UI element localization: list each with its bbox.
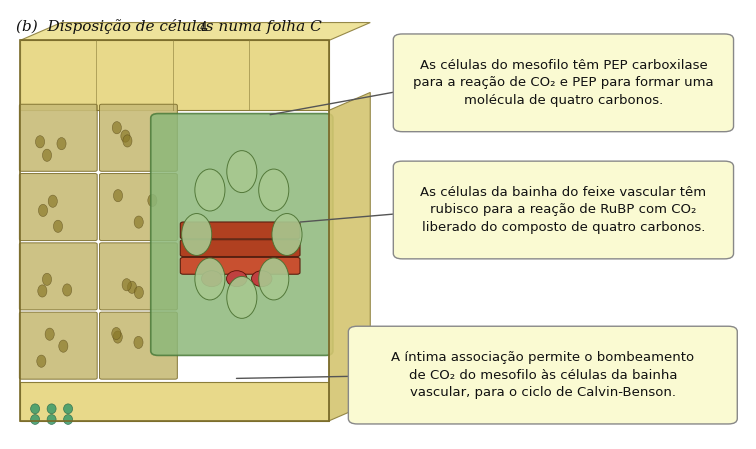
Text: As células da bainha do feixe vascular têm
rubisco para a reação de RuBP com CO₂: As células da bainha do feixe vascular t… [420,186,707,234]
Ellipse shape [38,285,47,297]
Ellipse shape [47,414,56,424]
Text: (b)  Disposição de células numa folha C: (b) Disposição de células numa folha C [17,19,322,34]
Ellipse shape [195,169,225,211]
Ellipse shape [36,136,45,148]
FancyBboxPatch shape [181,240,300,256]
Ellipse shape [181,214,212,255]
FancyBboxPatch shape [20,174,98,241]
FancyBboxPatch shape [20,382,329,421]
Ellipse shape [122,135,132,147]
Ellipse shape [121,130,130,142]
Ellipse shape [252,271,272,286]
Ellipse shape [37,355,46,367]
Ellipse shape [227,271,247,286]
Ellipse shape [259,258,289,300]
FancyBboxPatch shape [181,257,300,274]
FancyBboxPatch shape [393,34,733,132]
FancyBboxPatch shape [393,161,733,259]
Ellipse shape [59,340,68,352]
Ellipse shape [112,122,122,134]
Ellipse shape [135,286,144,299]
Ellipse shape [195,258,225,300]
Ellipse shape [64,414,73,424]
Ellipse shape [63,284,72,296]
FancyBboxPatch shape [181,222,300,239]
FancyBboxPatch shape [100,104,178,172]
Ellipse shape [42,149,51,161]
FancyBboxPatch shape [349,326,737,424]
Ellipse shape [259,169,289,211]
Ellipse shape [30,404,39,414]
FancyBboxPatch shape [20,243,98,310]
Text: As células do mesofilo têm PEP carboxilase
para a reação de CO₂ e PEP para forma: As células do mesofilo têm PEP carboxila… [413,59,714,107]
Ellipse shape [112,327,121,339]
Ellipse shape [148,194,157,207]
FancyBboxPatch shape [150,114,333,356]
FancyBboxPatch shape [20,40,329,110]
Ellipse shape [113,189,122,202]
Ellipse shape [48,195,57,207]
Ellipse shape [227,277,257,318]
Ellipse shape [128,281,137,293]
Ellipse shape [57,137,66,150]
Text: 4: 4 [200,22,208,35]
Ellipse shape [272,214,302,255]
Ellipse shape [227,151,257,193]
Text: A íntima associação permite o bombeamento
de CO₂ do mesofilo às células da bainh: A íntima associação permite o bombeament… [392,351,694,399]
Ellipse shape [134,216,144,228]
FancyBboxPatch shape [20,104,98,172]
Ellipse shape [45,328,54,340]
Ellipse shape [30,414,39,424]
Ellipse shape [42,273,51,286]
FancyBboxPatch shape [100,243,178,310]
FancyBboxPatch shape [100,312,178,379]
Ellipse shape [54,220,63,233]
Ellipse shape [39,204,48,216]
FancyBboxPatch shape [20,312,98,379]
Ellipse shape [113,331,122,343]
Ellipse shape [134,336,143,348]
Ellipse shape [47,404,56,414]
FancyBboxPatch shape [100,174,178,241]
Polygon shape [20,22,370,40]
Ellipse shape [64,404,73,414]
Polygon shape [329,92,370,421]
Ellipse shape [202,271,222,286]
Ellipse shape [122,279,132,291]
